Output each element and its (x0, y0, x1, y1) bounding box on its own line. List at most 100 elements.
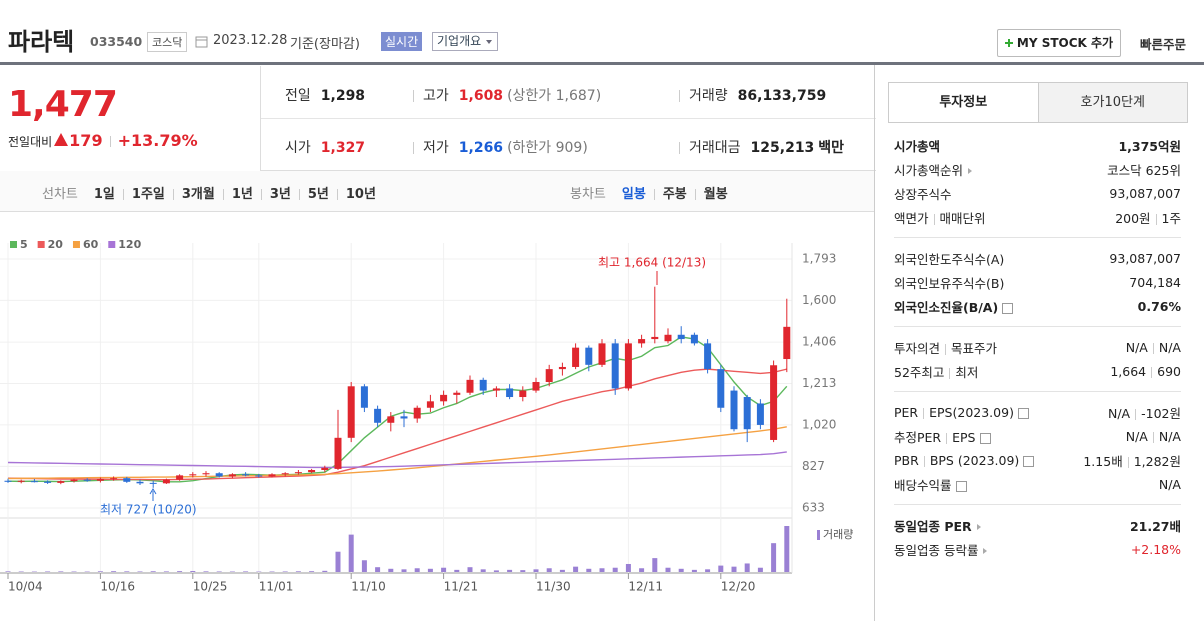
tab[interactable]: 1주일 (131, 187, 165, 202)
x-tick-label: 11/21 (444, 580, 479, 594)
side-tab[interactable]: 투자정보 (939, 95, 988, 110)
candle-body (400, 416, 408, 419)
candle-body (730, 390, 738, 430)
value-text: 1,375억원 (1118, 138, 1181, 154)
tab[interactable]: 3년 (269, 187, 291, 202)
help-icon[interactable] (1002, 302, 1014, 314)
volume-bar (124, 571, 130, 572)
candle-body (545, 369, 553, 382)
help-icon[interactable] (1017, 407, 1029, 419)
value-text: 1,664 (1110, 363, 1147, 379)
tab[interactable]: 1년 (231, 187, 253, 202)
tab[interactable]: 10년 (345, 187, 376, 202)
cell-separator (413, 90, 414, 102)
realtime-badge[interactable]: 실시간 (381, 32, 423, 51)
ma-line (7, 368, 787, 481)
tab[interactable]: 주봉 (662, 187, 687, 202)
link-arrow[interactable] (983, 548, 988, 554)
y-tick-label: 827 (802, 459, 825, 473)
help-icon[interactable] (979, 432, 991, 444)
info-row: 시가총액 1,375억원 (894, 133, 1181, 157)
ma-line (7, 451, 787, 469)
label-text: 52주최고 (894, 364, 945, 380)
info-row: 외국인한도주식수(A) 93,087,007 (894, 246, 1181, 270)
info-row: 동일업종 PER 21.27배 (894, 513, 1181, 537)
info-label: 시가총액 (894, 136, 940, 155)
candle-body (387, 416, 395, 423)
legend-label: 20 (48, 238, 64, 251)
volume-bar (137, 571, 143, 572)
tab[interactable]: 일봉 (621, 187, 646, 202)
candle-body (519, 390, 527, 398)
side-section: PER EPS(2023.09) N/A -102원 추정PER EPS N/A N/A PBR… (894, 391, 1181, 504)
volume-bar (546, 568, 552, 572)
y-tick-label: 1,213 (802, 376, 836, 390)
link-arrow[interactable] (976, 524, 981, 530)
change-value: 179 (69, 131, 103, 150)
cell-separator (679, 90, 680, 102)
tab[interactable]: 월봉 (703, 187, 728, 202)
candle-body (624, 343, 632, 389)
volume-bar (771, 543, 777, 572)
volume-bar (665, 567, 671, 572)
candle-body (360, 386, 368, 408)
candle-body (413, 407, 421, 419)
label-text: 외국인소진율(B/A) (894, 299, 999, 315)
value-text: 1.15배 (1083, 453, 1123, 469)
tab-separator (122, 189, 124, 200)
tab[interactable]: 3개월 (181, 187, 215, 202)
summary-value: 1,327 (320, 140, 366, 156)
candle-body (44, 481, 52, 483)
info-row: 배당수익률 N/A (894, 472, 1181, 496)
side-tab[interactable]: 호가10단계 (1037, 83, 1187, 122)
side-section: 투자의견 목표주가 N/A N/A 52주최고 최저 1,664 690 (894, 326, 1181, 391)
value-text: -102원 (1141, 405, 1181, 421)
volume-bar (652, 558, 658, 572)
candle-body (466, 379, 474, 393)
label-separator (933, 213, 935, 225)
date: 2023.12.28 (213, 33, 288, 48)
basis: 기준(장마감) (290, 37, 360, 52)
info-row: 52주최고 최저 1,664 690 (894, 359, 1181, 383)
candle-body (783, 326, 791, 360)
volume-bar (203, 571, 209, 572)
calendar-icon (195, 36, 208, 48)
candle-body (426, 401, 434, 408)
help-icon[interactable] (955, 480, 967, 492)
candle-body (598, 343, 606, 365)
value-text: N/A (1108, 405, 1131, 421)
tab-separator (222, 189, 224, 200)
label-separator (923, 407, 925, 419)
value-text: 200원 (1115, 210, 1151, 226)
side-tabs: 투자정보 호가10단계 (888, 82, 1188, 123)
tab[interactable]: 1일 (93, 187, 115, 202)
info-label: 배당수익률 (894, 475, 967, 494)
tab[interactable]: 5년 (307, 187, 329, 202)
info-label: 외국인보유주식수(B) (894, 273, 1004, 292)
volume-bar (111, 571, 117, 572)
chart: 1,793 1,600 1,406 1,213 1,020 827 633 10/04 10/1… (0, 238, 853, 594)
volume-bar (757, 567, 763, 572)
info-label: 동일업종 등락률 (894, 540, 988, 559)
info-label: 동일업종 PER (894, 516, 981, 535)
cell-separator (413, 142, 414, 154)
company-info[interactable]: 기업개요 (432, 32, 499, 51)
summary-value: 1,608 (458, 88, 504, 104)
help-icon[interactable] (1023, 455, 1035, 467)
mystock-button[interactable]: MY STOCK 추가 (997, 29, 1121, 57)
value-separator (1155, 213, 1157, 225)
volume-bar (507, 569, 513, 572)
link-arrow[interactable] (968, 168, 973, 174)
candle-body (374, 408, 382, 423)
volume-bar (705, 569, 711, 572)
volume-legend-label: 거래량 (823, 528, 853, 541)
current-price: 1,477 (8, 84, 118, 125)
info-label: 추정PER EPS (894, 427, 991, 446)
volume-bar (520, 570, 526, 572)
candle-body (136, 481, 144, 484)
volume-bar (586, 568, 592, 572)
info-row: 시가총액순위 코스닥 625위 (894, 157, 1181, 181)
side-sections: 시가총액 1,375억원 시가총액순위 코스닥 625위 상장주식수 93,087,007… (894, 125, 1181, 569)
quick-order[interactable]: 빠른주문 (1140, 37, 1187, 52)
